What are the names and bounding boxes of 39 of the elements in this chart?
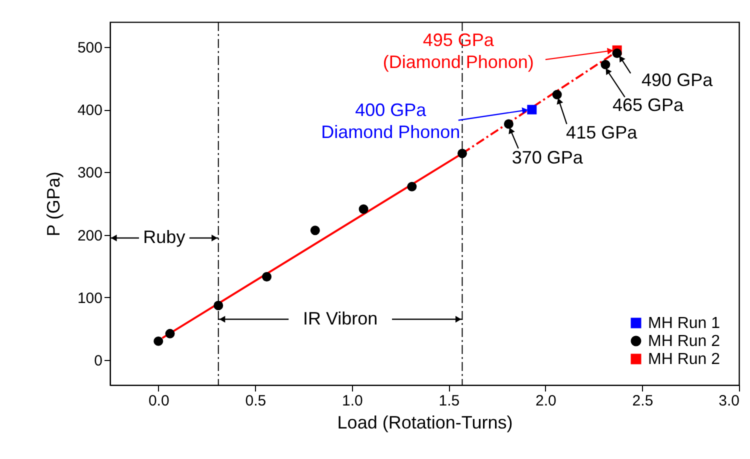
annotation: 415 GPa <box>566 122 638 142</box>
point <box>612 48 622 58</box>
annotation: 495 GPa (Diamond Phonon) <box>382 30 534 72</box>
x-tick-label: 2.0 <box>536 392 556 410</box>
annotation: 370 GPa <box>512 147 584 168</box>
annotation: IR Vibron <box>302 308 378 328</box>
y-tick-label: 100 <box>77 290 102 307</box>
point <box>154 336 164 346</box>
annotation: 400 GPa Diamond Phonon <box>321 100 460 142</box>
x-tick-label: 3.0 <box>718 392 740 410</box>
point <box>600 60 610 70</box>
legend-label: MH Run 2 <box>648 351 720 368</box>
point <box>457 148 467 158</box>
point <box>214 300 224 310</box>
point <box>407 182 417 192</box>
x-axis-title: Load (Rotation-Turns) <box>337 412 513 432</box>
x-tick-label: 1.0 <box>342 392 363 410</box>
x-tick-label: 2.5 <box>632 392 654 410</box>
point <box>527 104 537 114</box>
legend-label: MH Run 2 <box>648 333 720 350</box>
x-tick-label: 1.5 <box>438 392 460 410</box>
legend-label: MH Run 1 <box>648 315 720 332</box>
y-tick-label: 300 <box>77 164 102 182</box>
point <box>358 204 368 214</box>
point <box>262 272 272 282</box>
annotation: 465 GPa <box>612 94 685 115</box>
y-tick-label: 0 <box>94 352 102 370</box>
x-tick-label: 0.5 <box>245 392 266 410</box>
point <box>310 226 320 236</box>
y-tick-label: 500 <box>77 40 102 57</box>
point <box>552 90 562 100</box>
x-tick-label: 0.0 <box>148 392 170 410</box>
point <box>504 119 514 129</box>
y-axis-title: P (GPa) <box>43 172 64 236</box>
annotation: Ruby <box>143 226 186 247</box>
y-tick-label: 400 <box>77 102 102 120</box>
y-tick-label: 200 <box>77 227 102 244</box>
point <box>165 328 175 338</box>
annotation: 490 GPa <box>642 70 714 90</box>
